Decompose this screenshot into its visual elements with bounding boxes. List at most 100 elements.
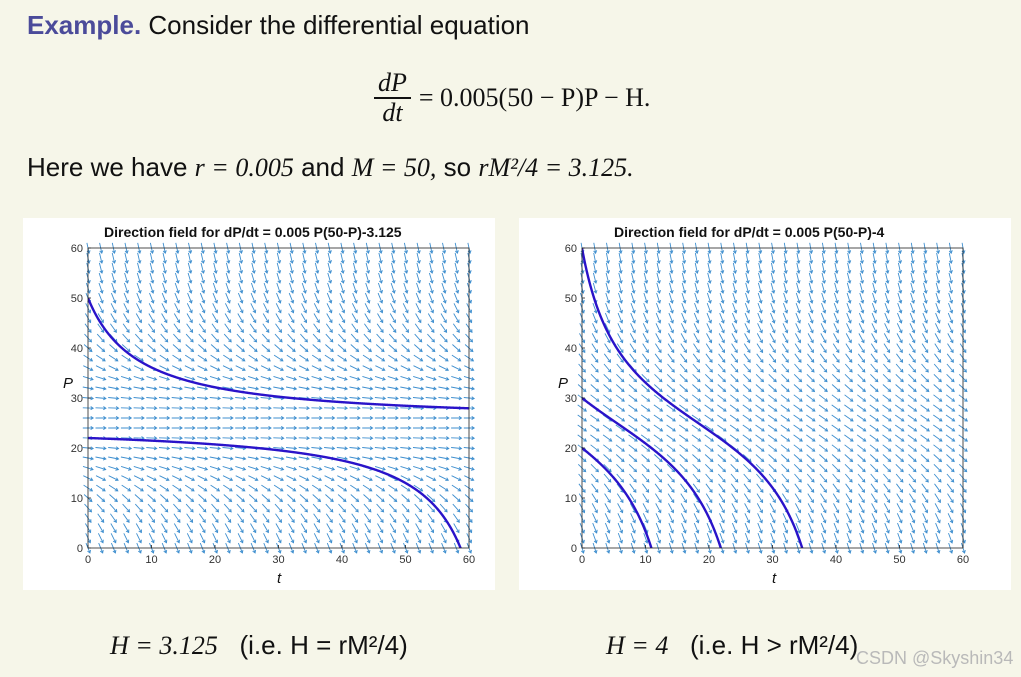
field-arrow	[362, 446, 374, 451]
field-arrow	[732, 302, 738, 314]
field-arrow	[248, 354, 259, 362]
field-arrow	[707, 252, 712, 264]
field-arrow	[782, 302, 789, 314]
solution-curve-1	[582, 397, 723, 548]
field-arrow	[365, 252, 371, 264]
field-arrow	[768, 473, 777, 483]
field-arrow	[656, 252, 661, 264]
y-tick-label: 30	[565, 393, 577, 405]
field-arrow	[120, 416, 133, 420]
field-arrow	[935, 522, 941, 534]
field-arrow	[871, 513, 878, 524]
field-arrow	[730, 483, 738, 493]
field-arrow	[922, 312, 928, 324]
field-arrow	[174, 282, 180, 294]
field-arrow	[403, 282, 409, 294]
field-arrow	[707, 282, 712, 294]
field-arrow	[134, 344, 144, 353]
field-arrow	[452, 503, 461, 513]
field-arrow	[351, 323, 359, 334]
field-arrow	[656, 262, 661, 274]
x-axis-label-left: t	[277, 570, 282, 587]
caption-left: H = 3.125 (i.e. H = rM²/4)	[110, 630, 408, 661]
field-arrow	[870, 493, 878, 504]
field-arrow	[922, 292, 928, 304]
field-arrow	[640, 414, 651, 422]
field-arrow	[655, 323, 662, 334]
field-arrow	[630, 532, 636, 544]
field-arrow	[362, 406, 374, 411]
field-arrow	[251, 252, 256, 264]
field-arrow	[440, 323, 448, 334]
field-arrow	[223, 494, 233, 503]
field-arrow	[758, 262, 763, 274]
field-arrow	[768, 454, 778, 463]
field-arrow	[793, 384, 803, 393]
field-arrow	[894, 404, 905, 412]
field-arrow	[643, 262, 649, 274]
field-arrow	[363, 503, 372, 513]
field-arrow	[858, 513, 865, 524]
field-arrow	[311, 465, 323, 471]
field-arrow	[313, 303, 320, 314]
field-arrow	[730, 353, 738, 363]
field-arrow	[732, 282, 738, 294]
field-arrow	[654, 483, 662, 493]
field-arrow	[921, 493, 929, 504]
field-arrow	[615, 394, 625, 402]
field-arrow	[922, 323, 928, 334]
field-arrow	[146, 426, 158, 430]
field-arrow	[238, 252, 244, 264]
field-arrow	[731, 513, 738, 524]
field-arrow	[679, 404, 689, 412]
field-arrow	[375, 365, 386, 372]
field-arrow	[757, 312, 763, 324]
field-arrow	[123, 523, 130, 534]
field-arrow	[414, 503, 423, 513]
field-arrow	[590, 373, 600, 383]
field-arrow	[400, 456, 412, 461]
derivative-fraction: dP dt	[374, 69, 411, 127]
field-arrow	[174, 272, 180, 284]
field-arrow	[948, 302, 954, 314]
field-arrow	[920, 463, 930, 473]
field-arrow	[362, 396, 374, 401]
field-arrow	[591, 353, 599, 363]
field-arrow	[324, 396, 336, 401]
field-arrow	[628, 394, 638, 402]
threshold-expression: rM²/4 = 3.125.	[478, 153, 634, 182]
field-arrow	[336, 375, 348, 381]
field-arrow	[212, 292, 218, 304]
field-arrow	[273, 386, 285, 391]
field-arrow	[121, 344, 131, 353]
intro-text: Consider the differential equation	[148, 10, 530, 40]
field-arrow	[261, 354, 271, 362]
params-and: and	[301, 152, 345, 182]
field-arrow	[641, 473, 650, 483]
field-arrow	[770, 262, 776, 274]
field-arrow	[704, 373, 714, 383]
field-arrow	[604, 522, 611, 534]
field-arrow	[311, 386, 323, 391]
field-arrow	[122, 503, 131, 513]
field-arrow	[628, 434, 638, 442]
field-arrow	[668, 302, 674, 314]
field-arrow	[402, 303, 409, 314]
field-arrow	[186, 313, 193, 324]
field-arrow	[653, 404, 664, 412]
field-arrow	[756, 473, 764, 483]
field-arrow	[387, 446, 399, 451]
field-arrow	[389, 523, 396, 534]
field-arrow	[655, 513, 662, 524]
field-arrow	[136, 533, 142, 544]
field-arrow	[819, 454, 828, 463]
field-arrow	[819, 363, 828, 373]
field-arrow	[425, 456, 437, 461]
field-arrow	[235, 375, 247, 381]
field-arrow	[858, 343, 865, 354]
field-arrow	[591, 343, 598, 354]
field-arrow	[311, 446, 323, 451]
field-arrow	[882, 454, 892, 463]
field-arrow	[884, 323, 890, 334]
field-arrow	[362, 436, 374, 441]
